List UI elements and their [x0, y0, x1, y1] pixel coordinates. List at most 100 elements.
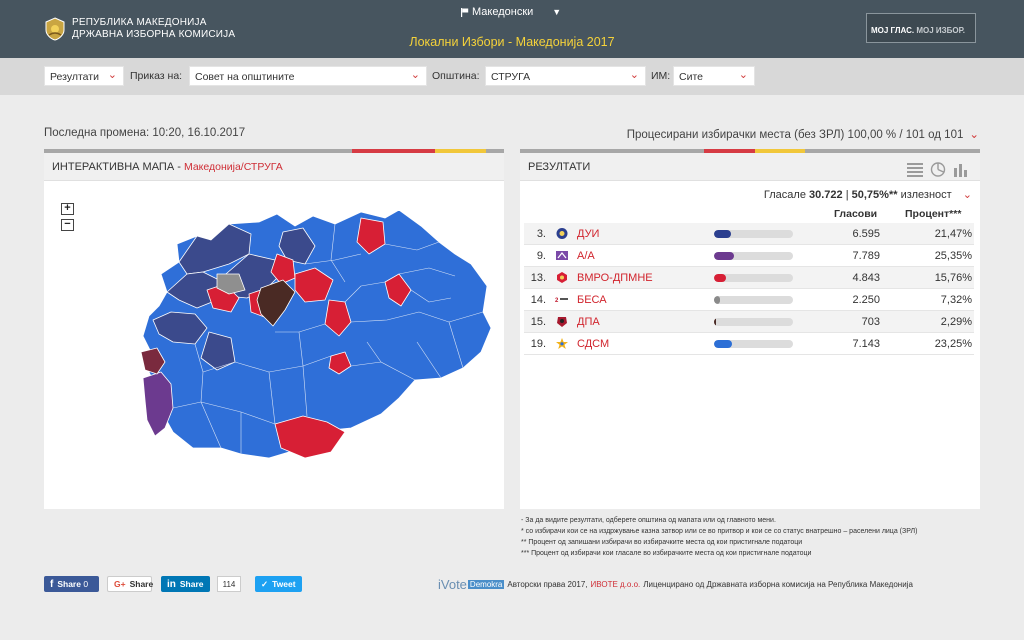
party-votes: 7.789 — [852, 250, 880, 262]
im-label: ИМ: — [651, 70, 671, 82]
turnout-word: излезност — [900, 189, 952, 201]
party-votes: 7.143 — [852, 338, 880, 350]
share-bar-track — [714, 340, 793, 348]
view-select-value: Совет на општините — [195, 71, 295, 83]
map-region-besa[interactable] — [216, 273, 246, 295]
party-number: 3. — [536, 228, 546, 240]
party-logo-icon — [555, 271, 569, 284]
coat-of-arms-icon — [45, 17, 65, 41]
bar-chart-icon[interactable] — [953, 162, 969, 177]
breadcrumb[interactable]: Македонија/СТРУГА — [183, 161, 283, 173]
party-percent: 7,32% — [940, 294, 972, 306]
linkedin-share-button[interactable]: in Share — [161, 576, 210, 592]
map-region-dui-6[interactable] — [200, 331, 236, 371]
chevron-down-icon: ⌄ — [107, 69, 117, 81]
google-share-button[interactable]: G+ Share — [107, 576, 153, 592]
filter-bar: Резултати ⌄ Приказ на: Совет на општинит… — [0, 58, 1024, 95]
processed-text: Процесирани избирачки места (без ЗРЛ) 10… — [626, 129, 964, 141]
moj-glas-text: МОЈ ГЛАС. — [871, 26, 915, 35]
turnout-separator: | — [845, 189, 849, 201]
footer: iVote Demokra Авторски права 2017, ИВОТЕ… — [438, 577, 913, 592]
table-view-icon[interactable] — [907, 162, 923, 177]
party-name[interactable]: А/А — [577, 250, 595, 262]
zoom-out-button[interactable]: − — [61, 219, 74, 231]
ivote-logo[interactable]: iVote — [438, 577, 467, 592]
share-bar-fill — [714, 318, 716, 326]
chevron-down-icon: ⌄ — [962, 189, 972, 201]
column-header-votes: Гласови — [834, 208, 878, 220]
map-region-dui-3[interactable] — [152, 311, 208, 345]
map-region-vmro-1[interactable] — [356, 217, 386, 255]
facebook-icon: f — [50, 578, 54, 590]
language-selector[interactable]: Македонски ▼ — [461, 6, 561, 18]
table-row[interactable]: 15. ДПА 703 2,29% — [524, 311, 974, 333]
map-region-vmro-3[interactable] — [270, 253, 296, 285]
map-region-vmro-6[interactable] — [324, 299, 352, 337]
map-title: ИНТЕРАКТИВНА МАПА — [52, 161, 175, 173]
party-logo-icon — [555, 249, 569, 262]
party-logo-icon — [555, 227, 569, 240]
party-name[interactable]: ДУИ — [577, 228, 600, 240]
flag-icon — [461, 7, 469, 17]
party-name[interactable]: ДПА — [577, 316, 600, 328]
company-link[interactable]: ИВОТЕ д.о.о. — [590, 580, 641, 589]
turnout-summary[interactable]: Гласале 30.722 | 50,75%** излезност ⌄ — [764, 188, 972, 201]
map-region-vmro-9[interactable] — [274, 415, 346, 459]
twitter-share-button[interactable]: ✓ Tweet — [255, 576, 302, 592]
map-region-struga[interactable] — [142, 371, 174, 437]
language-label: Македонски — [472, 6, 534, 18]
turnout-percent: 50,75%** — [851, 189, 898, 201]
im-select[interactable]: Сите ⌄ — [673, 66, 755, 86]
results-table: 3. ДУИ 6.595 21,47% 9. А/А 7.789 25,35% 13. ВМРО-… — [524, 223, 974, 355]
linkedin-share-label: Share — [179, 579, 204, 589]
tricolor-stripe — [44, 149, 504, 153]
footnote: * со избирачи кои се на издржување казна… — [521, 528, 918, 535]
table-row[interactable]: 19. СДСМ 7.143 23,25% — [524, 333, 974, 355]
table-row[interactable]: 3. ДУИ 6.595 21,47% — [524, 223, 974, 245]
party-number: 9. — [536, 250, 546, 262]
pie-chart-icon[interactable] — [930, 162, 946, 177]
org-name-line1: РЕПУБЛИКА МАКЕДОНИЈА — [72, 17, 207, 28]
table-row[interactable]: 14. 2 БЕСА 2.250 7,32% — [524, 289, 974, 311]
moj-izbor-text: МОЈ ИЗБОР. — [916, 26, 965, 35]
sec-logo[interactable]: РЕПУБЛИКА МАКЕДОНИЈА ДРЖАВНА ИЗБОРНА КОМ… — [44, 17, 235, 41]
map-region-vmro-8[interactable] — [328, 351, 352, 375]
party-votes: 6.595 — [852, 228, 880, 240]
party-name[interactable]: ВМРО-ДПМНЕ — [577, 272, 653, 284]
share-bar-track — [714, 318, 793, 326]
party-number: 15. — [530, 316, 546, 328]
map-panel: ИНТЕРАКТИВНА МАПА - Македонија/СТРУГА + … — [44, 149, 504, 509]
map-region-dpa[interactable] — [256, 279, 296, 327]
party-percent: 21,47% — [934, 228, 972, 240]
license-text: Лиценцирано од Државната изборна комисиј… — [643, 580, 913, 589]
footnotes: - За да видите резултати, одберете општи… — [521, 515, 981, 559]
party-name[interactable]: БЕСА — [577, 294, 607, 306]
moj-glas-banner[interactable]: МОЈ ГЛАС. МОЈ ИЗБОР. — [866, 13, 976, 43]
map-region-vmro-4[interactable] — [294, 267, 334, 303]
map-region-vmro-7[interactable] — [384, 273, 412, 307]
table-row[interactable]: 9. А/А 7.789 25,35% — [524, 245, 974, 267]
zoom-in-button[interactable]: + — [61, 203, 74, 215]
facebook-share-button[interactable]: f Share 0 — [44, 576, 99, 592]
municipality-select[interactable]: СТРУГА ⌄ — [485, 66, 646, 86]
share-bar-track — [714, 230, 793, 238]
party-votes: 4.843 — [852, 272, 880, 284]
footnote: - За да видите резултати, одберете општи… — [521, 517, 776, 524]
results-select[interactable]: Резултати ⌄ — [44, 66, 124, 86]
table-row[interactable]: 13. ВМРО-ДПМНЕ 4.843 15,76% — [524, 267, 974, 289]
party-name[interactable]: СДСМ — [577, 338, 610, 350]
party-percent: 2,29% — [940, 316, 972, 328]
results-select-value: Резултати — [50, 71, 99, 83]
macedonia-map[interactable] — [99, 202, 499, 462]
results-panel-header: РЕЗУЛТАТИ — [520, 153, 980, 181]
google-plus-icon: G+ — [114, 579, 126, 589]
view-select[interactable]: Совет на општините ⌄ — [189, 66, 427, 86]
share-bar-track — [714, 296, 793, 304]
share-bar-track — [714, 252, 793, 260]
party-number: 14. — [530, 294, 546, 306]
map-region-small-1[interactable] — [140, 347, 166, 375]
processed-stations[interactable]: Процесирани избирачки места (без ЗРЛ) 10… — [627, 127, 979, 141]
demokra-badge[interactable]: Demokra — [467, 580, 505, 589]
map-region-dui-2[interactable] — [166, 271, 220, 309]
chevron-down-icon: ⌄ — [738, 69, 748, 81]
